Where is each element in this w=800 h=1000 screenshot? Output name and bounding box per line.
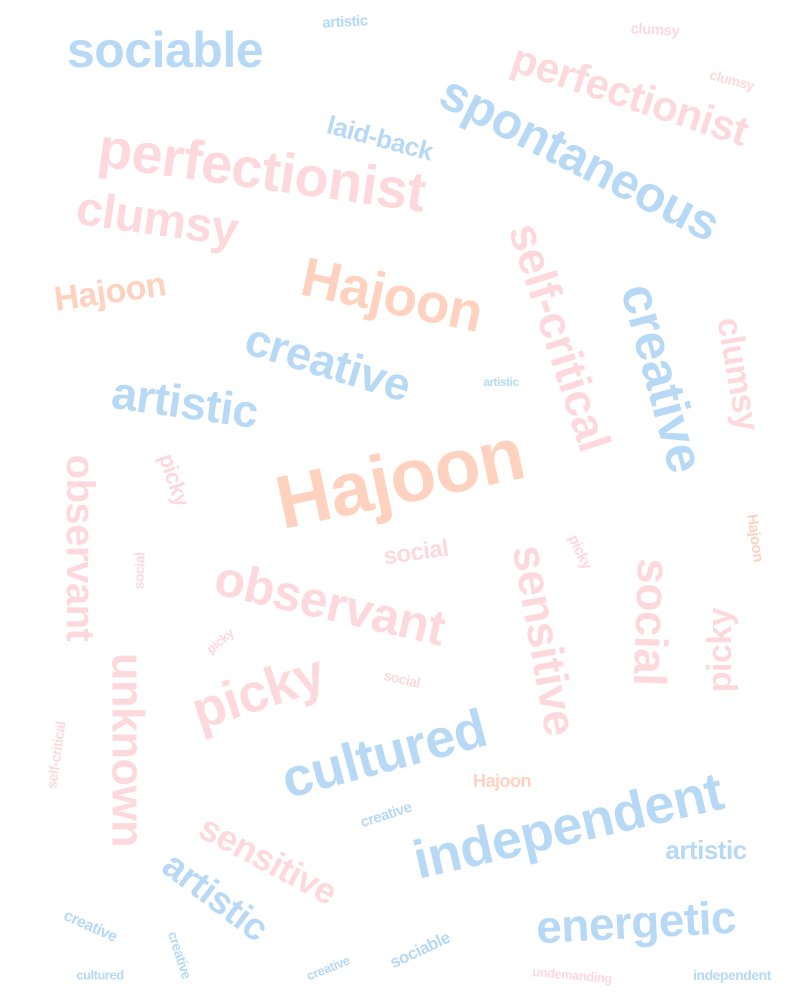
cloud-word: clumsy	[630, 20, 680, 40]
cloud-word: social	[623, 557, 681, 687]
cloud-word: Hajoon	[268, 410, 532, 545]
cloud-word: clumsy	[72, 181, 242, 258]
cloud-word: artistic	[665, 835, 747, 865]
cloud-word: clumsy	[709, 314, 767, 434]
cloud-word: artistic	[483, 375, 519, 389]
cloud-word: Hajoon	[473, 771, 532, 791]
cloud-word: self-critical	[498, 216, 622, 458]
cloud-word: picky	[203, 625, 237, 657]
cloud-word: picky	[564, 532, 596, 572]
cloud-word: observant	[209, 549, 451, 657]
cloud-word: creative	[239, 312, 417, 412]
cloud-word: unknown	[102, 653, 154, 847]
cloud-word: picky	[154, 450, 195, 510]
cloud-word: picky	[184, 642, 332, 742]
cloud-word: creative	[164, 929, 196, 981]
cloud-word: independent	[407, 761, 729, 891]
cloud-word: undemanding	[531, 964, 613, 986]
cloud-word: social	[130, 552, 148, 590]
cloud-word: sociable	[66, 22, 264, 78]
cloud-word: cultured	[275, 697, 493, 811]
cloud-word: artistic	[108, 366, 262, 438]
cloud-word: cultured	[76, 967, 124, 983]
cloud-word: creative	[609, 277, 715, 479]
cloud-word: Hajoon	[51, 265, 169, 319]
cloud-word: creative	[304, 952, 352, 984]
cloud-word: independent	[693, 967, 771, 983]
cloud-word: social	[382, 667, 422, 691]
cloud-word: self-critical	[43, 720, 69, 790]
cloud-word: sensitive	[502, 540, 588, 740]
cloud-word: artistic	[321, 12, 369, 32]
cloud-word: creative	[60, 907, 120, 946]
cloud-word: picky	[701, 607, 739, 693]
cloud-word: clumsy	[708, 66, 756, 94]
cloud-word: Hajoon	[295, 245, 489, 344]
cloud-word: social	[381, 534, 451, 571]
cloud-word: observant	[58, 454, 102, 642]
cloud-word: creative	[358, 798, 414, 832]
cloud-word: Hajoon	[743, 513, 767, 563]
cloud-word: sociable	[386, 927, 454, 973]
cloud-word: energetic	[534, 890, 738, 954]
